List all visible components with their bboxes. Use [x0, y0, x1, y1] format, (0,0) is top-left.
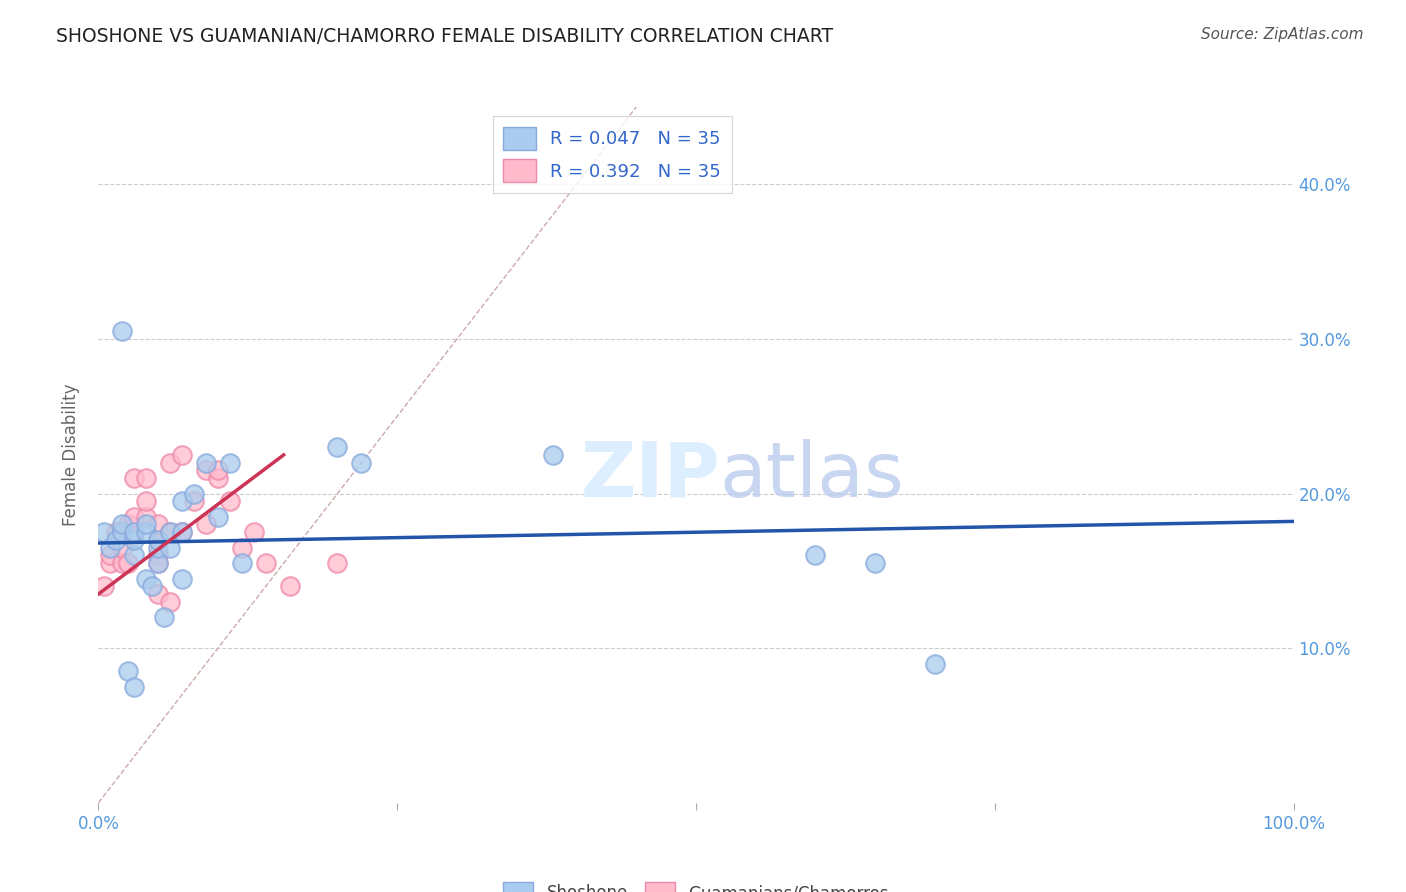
Point: [98, 549, 122, 563]
Point: [278, 579, 301, 593]
Point: [98, 556, 122, 570]
Point: [124, 680, 146, 694]
Point: [804, 549, 827, 563]
Point: [111, 556, 134, 570]
Point: [141, 579, 163, 593]
Point: [172, 448, 194, 462]
Point: [148, 533, 170, 547]
Legend: Shoshone, Guamanians/Chamorros: Shoshone, Guamanians/Chamorros: [495, 874, 897, 892]
Point: [105, 525, 128, 540]
Point: [148, 556, 170, 570]
Point: [172, 572, 194, 586]
Point: [117, 556, 139, 570]
Point: [207, 471, 229, 485]
Point: [172, 494, 194, 508]
Point: [159, 525, 181, 540]
Point: [117, 665, 139, 679]
Point: [148, 556, 170, 570]
Point: [159, 456, 181, 470]
Point: [148, 587, 170, 601]
Point: [111, 525, 134, 540]
Point: [124, 525, 146, 540]
Point: [243, 525, 266, 540]
Point: [863, 556, 887, 570]
Point: [111, 541, 134, 555]
Point: [183, 494, 205, 508]
Point: [254, 556, 277, 570]
Point: [135, 525, 157, 540]
Point: [124, 549, 146, 563]
Point: [194, 456, 218, 470]
Point: [219, 456, 242, 470]
Point: [124, 525, 146, 540]
Point: [541, 448, 564, 462]
Point: [124, 533, 146, 547]
Point: [124, 509, 146, 524]
Point: [194, 517, 218, 532]
Point: [219, 494, 242, 508]
Point: [159, 595, 181, 609]
Point: [105, 533, 128, 547]
Point: [172, 525, 194, 540]
Y-axis label: Female Disability: Female Disability: [62, 384, 80, 526]
Point: [148, 549, 170, 563]
Point: [231, 556, 253, 570]
Point: [93, 579, 115, 593]
Point: [194, 463, 218, 477]
Text: atlas: atlas: [720, 439, 904, 513]
Point: [159, 541, 181, 555]
Point: [153, 610, 176, 624]
Point: [93, 525, 115, 540]
Text: Source: ZipAtlas.com: Source: ZipAtlas.com: [1201, 27, 1364, 42]
Point: [135, 572, 157, 586]
Point: [135, 517, 157, 532]
Point: [98, 541, 122, 555]
Point: [350, 456, 373, 470]
Point: [326, 556, 349, 570]
Point: [111, 324, 134, 338]
Point: [148, 541, 170, 555]
Point: [172, 525, 194, 540]
Text: SHOSHONE VS GUAMANIAN/CHAMORRO FEMALE DISABILITY CORRELATION CHART: SHOSHONE VS GUAMANIAN/CHAMORRO FEMALE DI…: [56, 27, 834, 45]
Point: [183, 486, 205, 500]
Text: ZIP: ZIP: [581, 439, 720, 513]
Point: [135, 471, 157, 485]
Point: [124, 471, 146, 485]
Point: [326, 440, 349, 454]
Point: [231, 541, 253, 555]
Point: [111, 517, 134, 532]
Point: [148, 533, 170, 547]
Point: [207, 463, 229, 477]
Point: [924, 657, 946, 671]
Point: [207, 509, 229, 524]
Point: [148, 517, 170, 532]
Point: [135, 509, 157, 524]
Point: [135, 494, 157, 508]
Point: [117, 517, 139, 532]
Point: [159, 525, 181, 540]
